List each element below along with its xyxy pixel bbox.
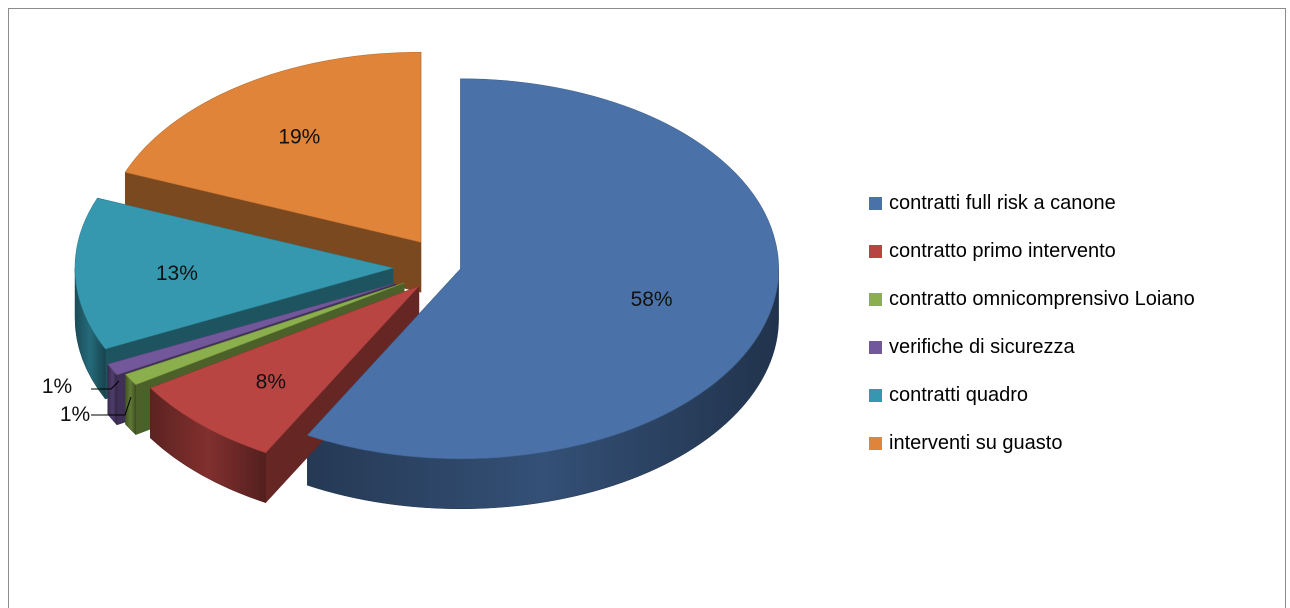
legend-label: interventi su guasto [889,432,1062,455]
legend-swatch [869,197,882,210]
legend-item: contratti full risk a canone [869,179,1195,227]
legend-label: contratti full risk a canone [889,192,1116,215]
legend-item: contratti quadro [869,371,1195,419]
data-label: 1% [42,375,72,398]
legend: contratti full risk a canone contratto p… [869,179,1195,467]
data-label: 1% [60,403,90,426]
legend-label: contratti quadro [889,384,1028,407]
data-label: 8% [256,370,286,393]
chart-area: 58% 8% 1% 1% 13% 19% contratti full risk a ca… [8,8,1286,608]
data-label: 13% [156,262,198,285]
legend-swatch [869,293,882,306]
legend-label: contratto omnicomprensivo Loiano [889,288,1195,311]
legend-swatch [869,389,882,402]
legend-item: verifiche di sicurezza [869,323,1195,371]
legend-swatch [869,437,882,450]
legend-swatch [869,341,882,354]
legend-item: contratto primo intervento [869,227,1195,275]
data-label: 19% [278,125,320,148]
legend-item: interventi su guasto [869,419,1195,467]
legend-swatch [869,245,882,258]
pie-tops [75,52,779,459]
legend-item: contratto omnicomprensivo Loiano [869,275,1195,323]
legend-label: contratto primo intervento [889,240,1116,263]
data-label: 58% [631,288,673,311]
legend-label: verifiche di sicurezza [889,336,1075,359]
